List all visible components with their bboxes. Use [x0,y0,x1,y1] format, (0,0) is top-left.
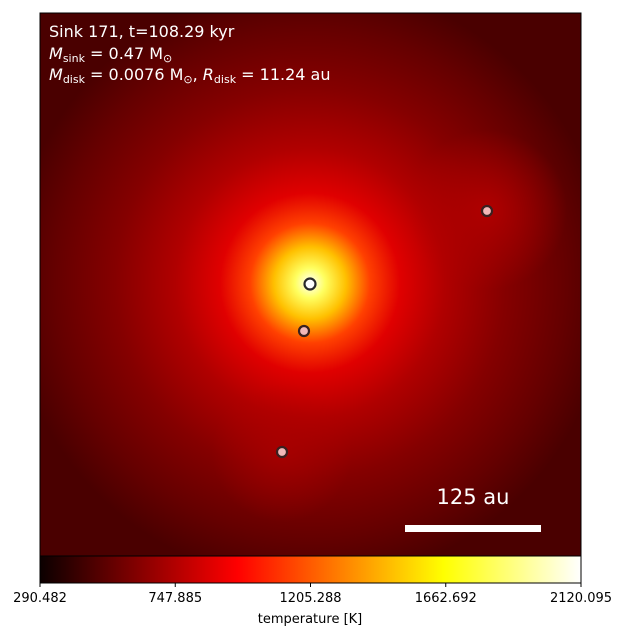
disk-radius-subscript: disk [214,73,237,86]
sink-marker [480,204,494,218]
sun-symbol: ⊙ [163,52,172,65]
sink-marker [297,324,311,338]
sink-mass-symbol: M [49,44,63,63]
disk-mass-subscript: disk [63,73,86,86]
sink-marker [275,445,289,459]
scalebar-label: 125 au [437,485,510,509]
annotation-separator: , [193,65,203,84]
sink-mass-value: = 0.47 M [85,44,163,63]
sun-symbol: ⊙ [183,73,192,86]
annotation-line-2: Msink = 0.47 M⊙ [49,44,172,65]
colorbar-label: temperature [K] [258,612,363,627]
scalebar-line [405,525,541,532]
disk-radius-value: = 11.24 au [236,65,330,84]
disk-radius-symbol: R [203,65,214,84]
disk-mass-value: = 0.0076 M [85,65,183,84]
annotation-line-3: Mdisk = 0.0076 M⊙, Rdisk = 11.24 au [49,65,330,86]
colorbar-tick-label: 1662.692 [415,591,477,606]
colorbar-ticks: 290.482 747.885 1205.288 1662.692 2120.095 [13,583,612,606]
colorbar [39,555,582,584]
disk-mass-symbol: M [49,65,63,84]
colorbar-tick-label: 2120.095 [550,591,612,606]
colorbar-tick-label: 747.885 [148,591,202,606]
central-sink-marker [303,277,317,291]
colorbar-tick-label: 290.482 [13,591,67,606]
annotation-line-1: Sink 171, t=108.29 kyr [49,22,235,41]
sink-mass-subscript: sink [63,52,86,65]
colorbar-tick-label: 1205.288 [279,591,341,606]
